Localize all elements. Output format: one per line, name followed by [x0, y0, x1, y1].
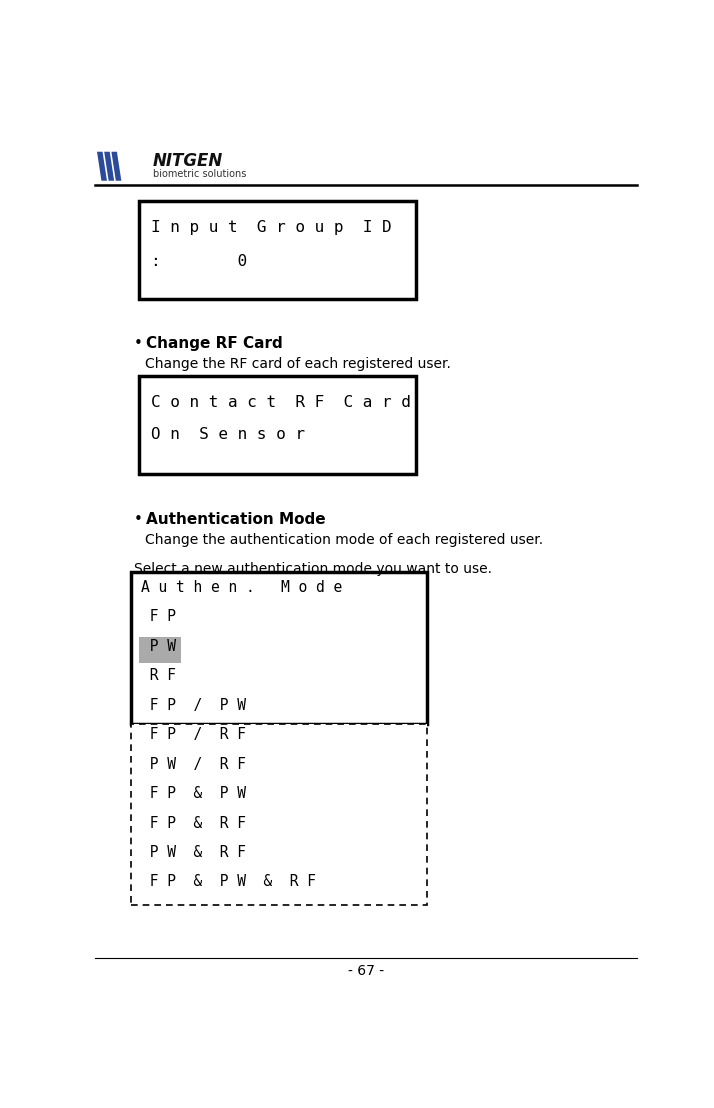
Text: R F: R F — [141, 668, 176, 684]
Bar — [139, 202, 416, 299]
Text: O n  S e n s o r: O n S e n s o r — [151, 428, 305, 442]
Text: A u t h e n .   M o d e: A u t h e n . M o d e — [141, 579, 342, 595]
Text: F P: F P — [141, 609, 176, 625]
Text: •: • — [134, 336, 142, 351]
Text: F P  &  P W: F P & P W — [141, 787, 246, 801]
Text: P W  &  R F: P W & R F — [141, 845, 246, 860]
Text: biometric solutions: biometric solutions — [153, 168, 246, 178]
Text: P W: P W — [141, 639, 176, 654]
Bar — [139, 637, 181, 663]
Text: :        0: : 0 — [151, 254, 248, 269]
Text: F P  /  P W: F P / P W — [141, 698, 246, 712]
Bar — [131, 724, 427, 905]
Polygon shape — [111, 152, 121, 181]
Text: F P  /  R F: F P / R F — [141, 727, 246, 742]
Text: •: • — [134, 512, 142, 526]
Text: F P  &  P W  &  R F: F P & P W & R F — [141, 874, 316, 890]
Polygon shape — [104, 152, 114, 181]
Text: Authentication Mode: Authentication Mode — [146, 512, 326, 526]
Text: I n p u t  G r o u p  I D: I n p u t G r o u p I D — [151, 220, 392, 235]
Text: F P  &  R F: F P & R F — [141, 815, 246, 831]
Text: Select a new authentication mode you want to use.: Select a new authentication mode you wan… — [134, 562, 491, 576]
Text: - 67 -: - 67 - — [348, 964, 384, 977]
Bar — [139, 376, 416, 474]
Text: C o n t a c t  R F  C a r d: C o n t a c t R F C a r d — [151, 394, 411, 410]
Text: Change RF Card: Change RF Card — [146, 336, 283, 351]
Text: Change the authentication mode of each registered user.: Change the authentication mode of each r… — [144, 533, 543, 547]
Polygon shape — [97, 152, 107, 181]
Bar — [131, 573, 427, 724]
Text: P W  /  R F: P W / R F — [141, 757, 246, 771]
Text: Change the RF card of each registered user.: Change the RF card of each registered us… — [144, 358, 451, 371]
Text: NITGEN: NITGEN — [153, 152, 223, 171]
